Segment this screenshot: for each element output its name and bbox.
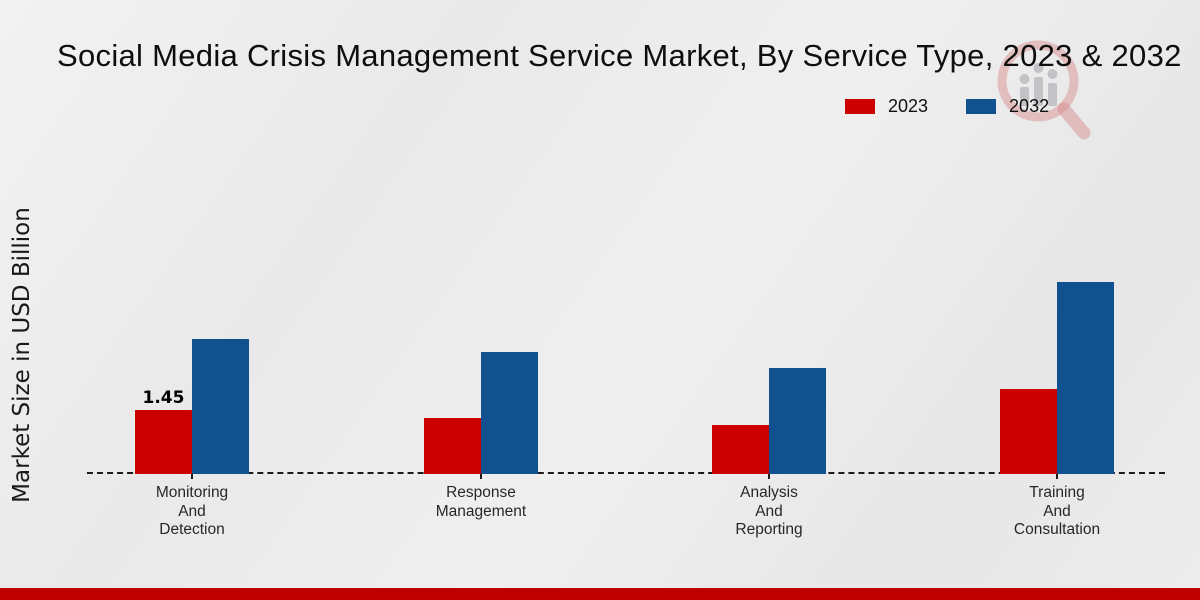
watermark-logo [995, 36, 1107, 144]
y-axis-label: Market Size in USD Billion [9, 207, 35, 503]
x-axis-tick [768, 474, 770, 479]
footer-accent-band [0, 588, 1200, 600]
bar-2023-training-and-consultation [1000, 389, 1057, 474]
category-label-analysis-and-reporting: Analysis And Reporting [735, 484, 803, 538]
legend-item-2032: 2032 [966, 96, 1049, 117]
category-label-training-and-consultation: Training And Consultation [1013, 484, 1101, 538]
legend-label-2032: 2032 [1009, 96, 1050, 116]
category-label-monitoring-and-detection: Monitoring And Detection [155, 484, 229, 538]
x-axis-tick [480, 474, 482, 479]
legend-swatch-2023 [845, 99, 875, 114]
bar-2032-training-and-consultation [1057, 281, 1114, 474]
chart-title: Social Media Crisis Management Service M… [57, 38, 1182, 73]
x-axis-baseline [87, 472, 1165, 474]
bar-2032-response-management [481, 352, 538, 474]
x-axis-tick [1056, 474, 1058, 479]
bar-2023-response-management [424, 417, 481, 474]
bar-2023-analysis-and-reporting [712, 425, 769, 474]
legend-swatch-2032 [966, 99, 997, 114]
bar-2032-monitoring-and-detection [192, 338, 249, 474]
magnifier-bar-chart-icon [997, 40, 1091, 140]
legend-item-2023: 2023 [845, 96, 928, 117]
legend-label-2023: 2023 [888, 96, 929, 116]
legend: 2023 2032 [845, 96, 1049, 117]
x-axis-tick [191, 474, 193, 479]
category-label-response-management: Response Management [435, 484, 527, 520]
bar-2032-analysis-and-reporting [769, 368, 826, 474]
bar-2023-monitoring-and-detection [135, 409, 192, 474]
bar-value-label: 1.45 [142, 387, 185, 408]
